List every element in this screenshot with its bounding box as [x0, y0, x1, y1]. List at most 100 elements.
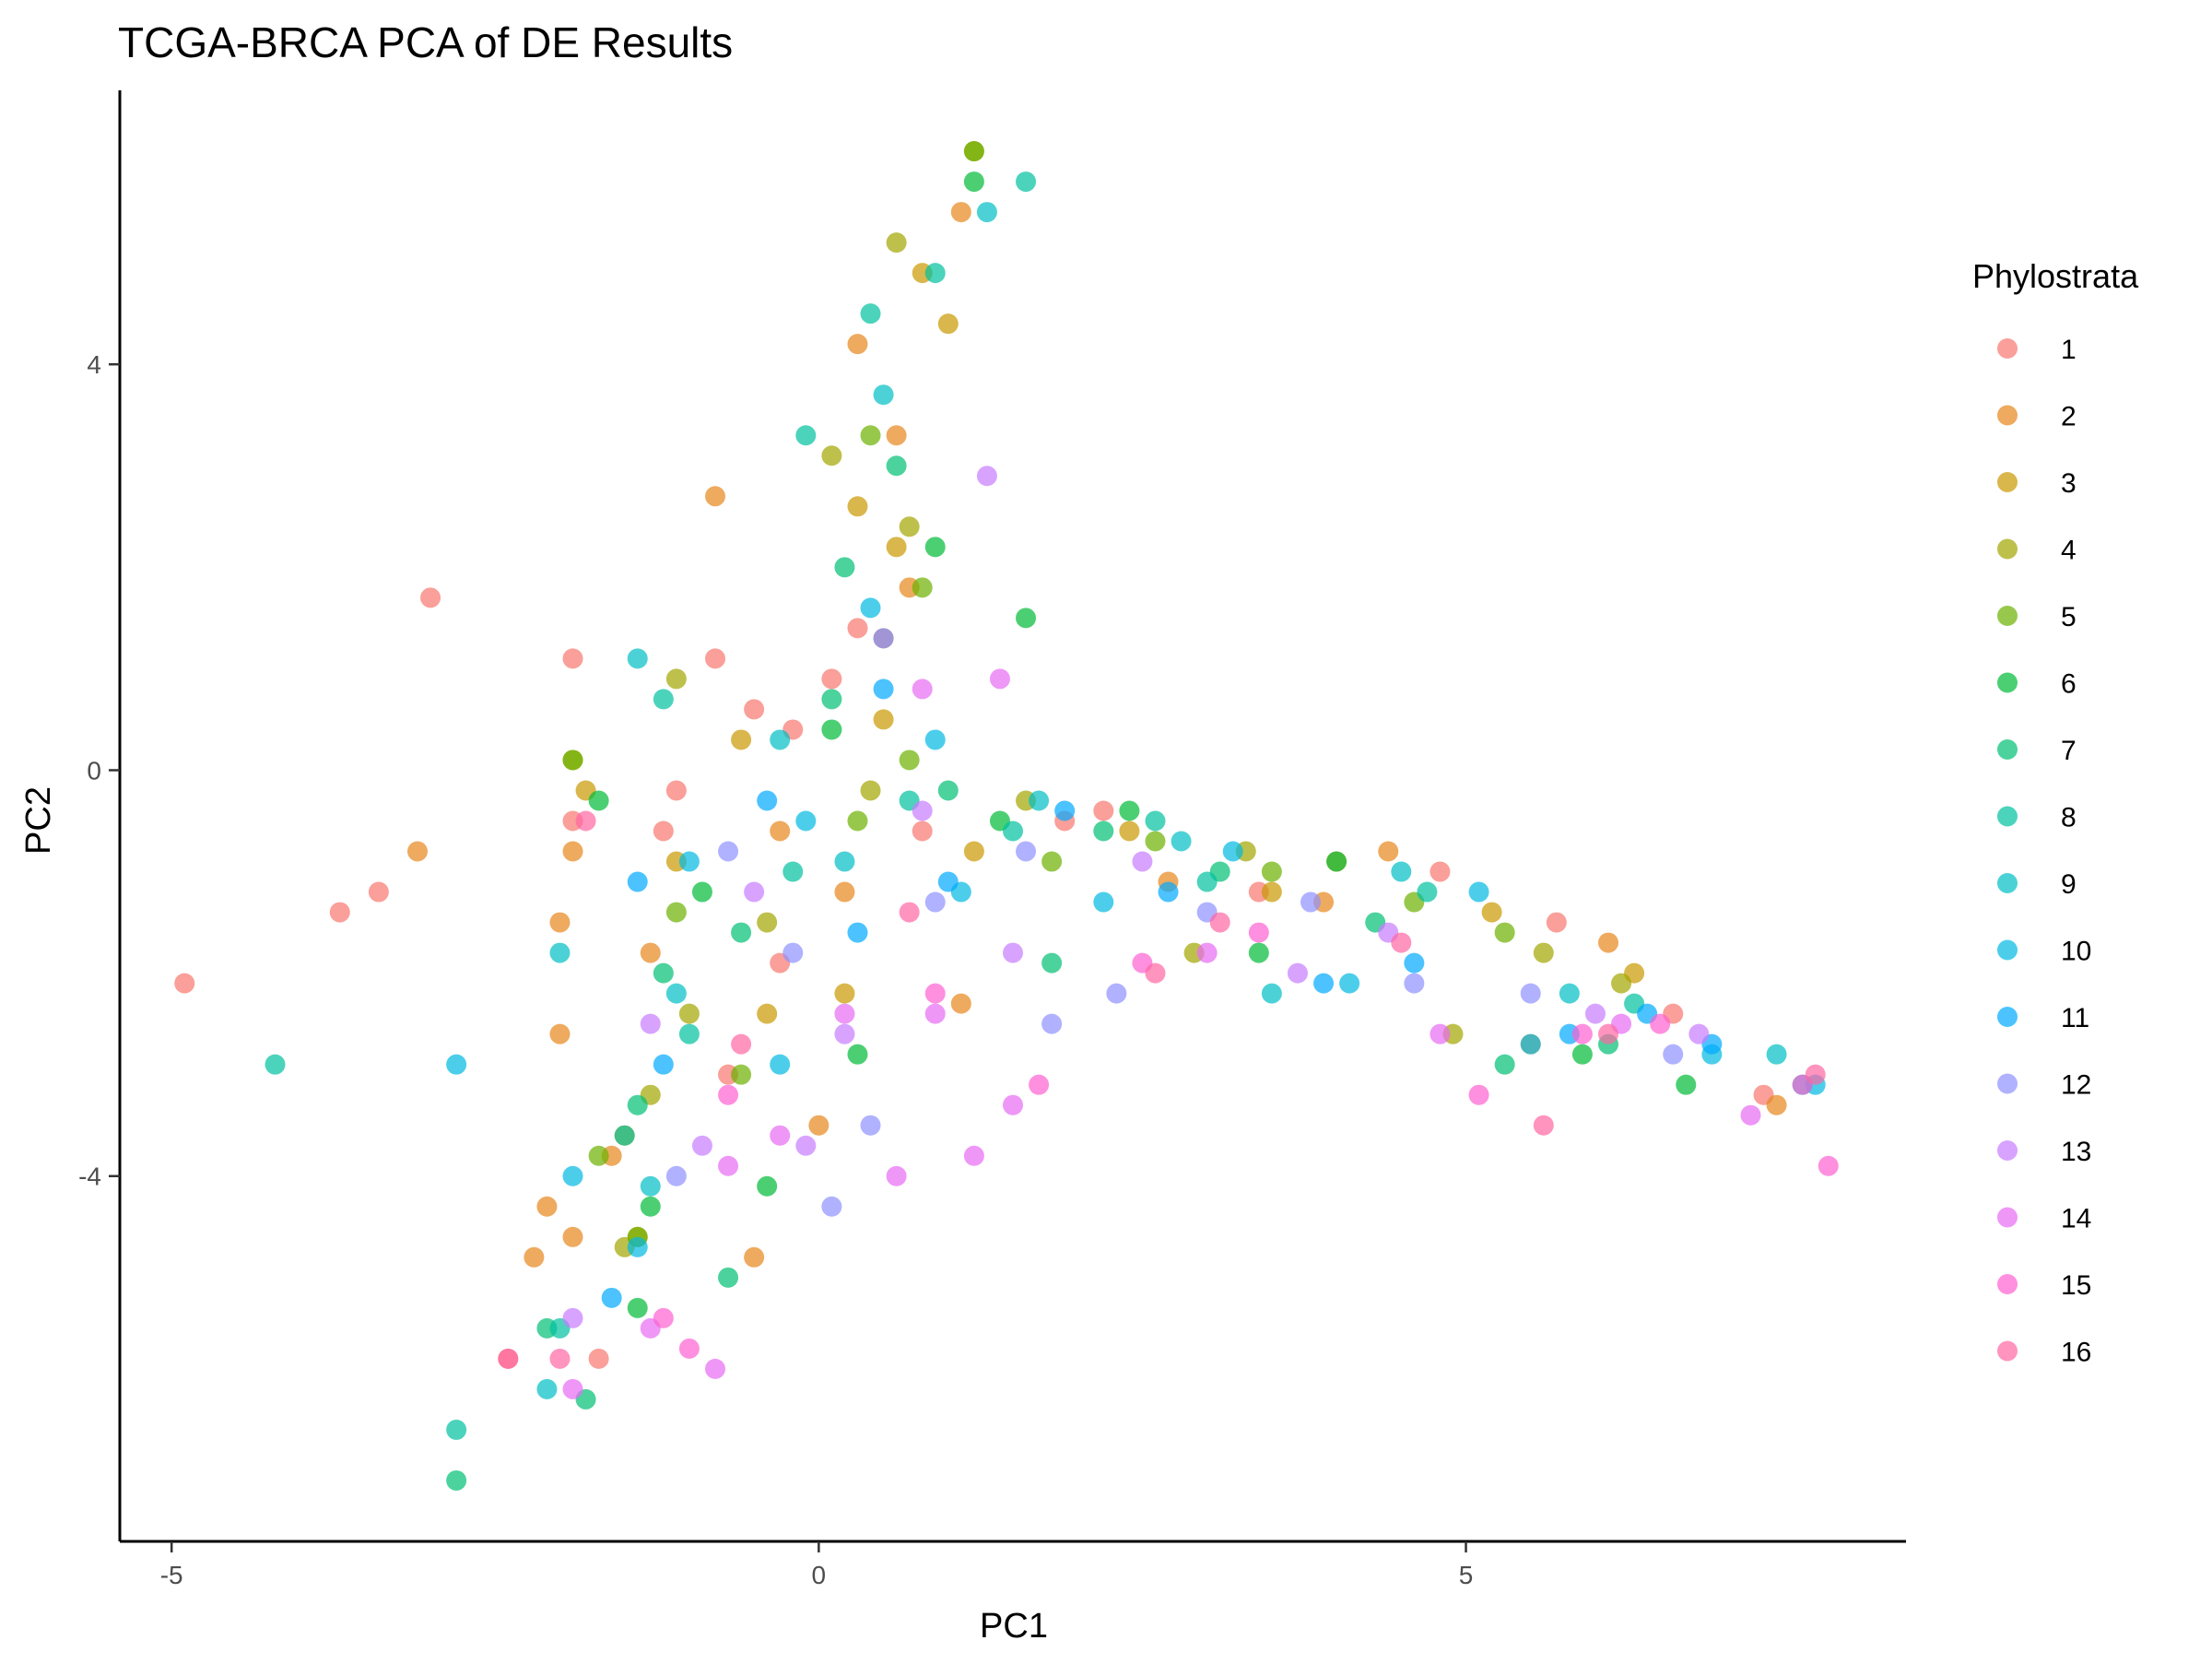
- data-point: [1041, 952, 1063, 974]
- data-point: [886, 455, 907, 477]
- data-point: [731, 1033, 752, 1055]
- data-point: [562, 1226, 583, 1247]
- data-point: [847, 1044, 868, 1065]
- data-point: [1196, 871, 1218, 892]
- data-point: [718, 1155, 739, 1176]
- legend-key-7: [1997, 739, 2018, 760]
- data-point: [886, 1165, 907, 1186]
- data-point: [1261, 983, 1282, 1004]
- data-point: [834, 1023, 855, 1044]
- data-point: [653, 1054, 674, 1075]
- data-point: [653, 820, 674, 842]
- data-point: [1119, 820, 1140, 842]
- data-point: [1132, 851, 1153, 872]
- data-point: [924, 1003, 946, 1024]
- data-point: [873, 709, 894, 730]
- data-point: [691, 1135, 712, 1156]
- x-tick-label: -5: [160, 1561, 183, 1589]
- data-point: [562, 648, 583, 669]
- data-point: [1145, 810, 1166, 832]
- legend-key-3: [1997, 472, 2018, 492]
- data-point: [640, 942, 661, 963]
- data-point: [640, 1013, 661, 1034]
- data-point: [705, 1358, 725, 1379]
- data-point: [627, 1094, 648, 1115]
- data-point: [1158, 881, 1179, 903]
- data-point: [549, 1348, 571, 1369]
- data-point: [1041, 851, 1063, 872]
- data-point: [653, 1307, 674, 1328]
- data-point: [770, 1125, 791, 1146]
- data-point: [1740, 1104, 1761, 1126]
- data-point: [1171, 831, 1192, 852]
- data-point: [549, 942, 571, 963]
- legend-label: 1: [2061, 335, 2077, 365]
- legend-key-15: [1997, 1274, 2018, 1294]
- data-point: [653, 689, 674, 710]
- data-point: [1029, 790, 1050, 811]
- data-point: [329, 902, 350, 923]
- series-13: [562, 466, 1710, 1328]
- data-point: [549, 1023, 571, 1044]
- series-14: [562, 668, 1761, 1399]
- data-point: [976, 466, 997, 487]
- legend-key-1: [1997, 338, 2018, 359]
- data-point: [924, 263, 946, 284]
- data-point: [757, 912, 778, 933]
- data-point: [1650, 1013, 1671, 1034]
- data-point: [886, 425, 907, 446]
- data-point: [1598, 932, 1618, 953]
- data-point: [821, 668, 842, 690]
- data-point: [368, 881, 389, 903]
- data-point: [1404, 973, 1425, 994]
- data-point: [1261, 881, 1282, 903]
- data-point: [678, 1023, 700, 1044]
- legend-key-8: [1997, 806, 2018, 827]
- y-tick-label: -4: [78, 1162, 101, 1191]
- data-point: [588, 1145, 609, 1166]
- data-point: [873, 628, 894, 649]
- data-point: [989, 668, 1010, 690]
- data-point: [536, 1196, 558, 1217]
- legend-label: 5: [2061, 602, 2077, 632]
- legend-label: 11: [2061, 1003, 2089, 1033]
- data-point: [808, 1115, 830, 1136]
- data-point: [1093, 800, 1114, 821]
- data-point: [860, 303, 881, 325]
- data-point: [627, 1236, 648, 1257]
- data-point: [847, 334, 868, 355]
- series-15: [653, 922, 1839, 1359]
- data-point: [1029, 1074, 1050, 1095]
- data-point: [1196, 942, 1218, 963]
- legend-key-16: [1997, 1340, 2018, 1362]
- data-point: [834, 1003, 855, 1024]
- series-11: [601, 679, 1723, 1308]
- data-point: [924, 891, 946, 913]
- data-point: [744, 1246, 765, 1268]
- data-point: [1041, 1013, 1063, 1034]
- data-point: [1468, 1084, 1489, 1105]
- x-tick-label: 0: [812, 1561, 827, 1589]
- data-point: [1818, 1155, 1839, 1176]
- data-point: [562, 1165, 583, 1186]
- data-point: [1584, 1003, 1606, 1024]
- legend-label: 16: [2061, 1338, 2091, 1368]
- legend-label: 2: [2061, 402, 2077, 432]
- legend-label: 14: [2061, 1204, 2091, 1234]
- data-point: [731, 922, 752, 943]
- data-point: [627, 1297, 648, 1318]
- data-point: [665, 1165, 687, 1186]
- data-point: [847, 618, 868, 639]
- data-point: [1533, 1115, 1554, 1136]
- x-tick-label: 5: [1459, 1561, 1474, 1589]
- data-point: [678, 1003, 700, 1024]
- data-point: [1494, 922, 1515, 943]
- data-point: [821, 1196, 842, 1217]
- data-point: [446, 1419, 467, 1440]
- data-point: [834, 851, 855, 872]
- data-point: [549, 912, 571, 933]
- data-point: [873, 679, 894, 700]
- legend-label: 9: [2061, 869, 2077, 900]
- x-axis-title: PC1: [980, 1607, 1048, 1646]
